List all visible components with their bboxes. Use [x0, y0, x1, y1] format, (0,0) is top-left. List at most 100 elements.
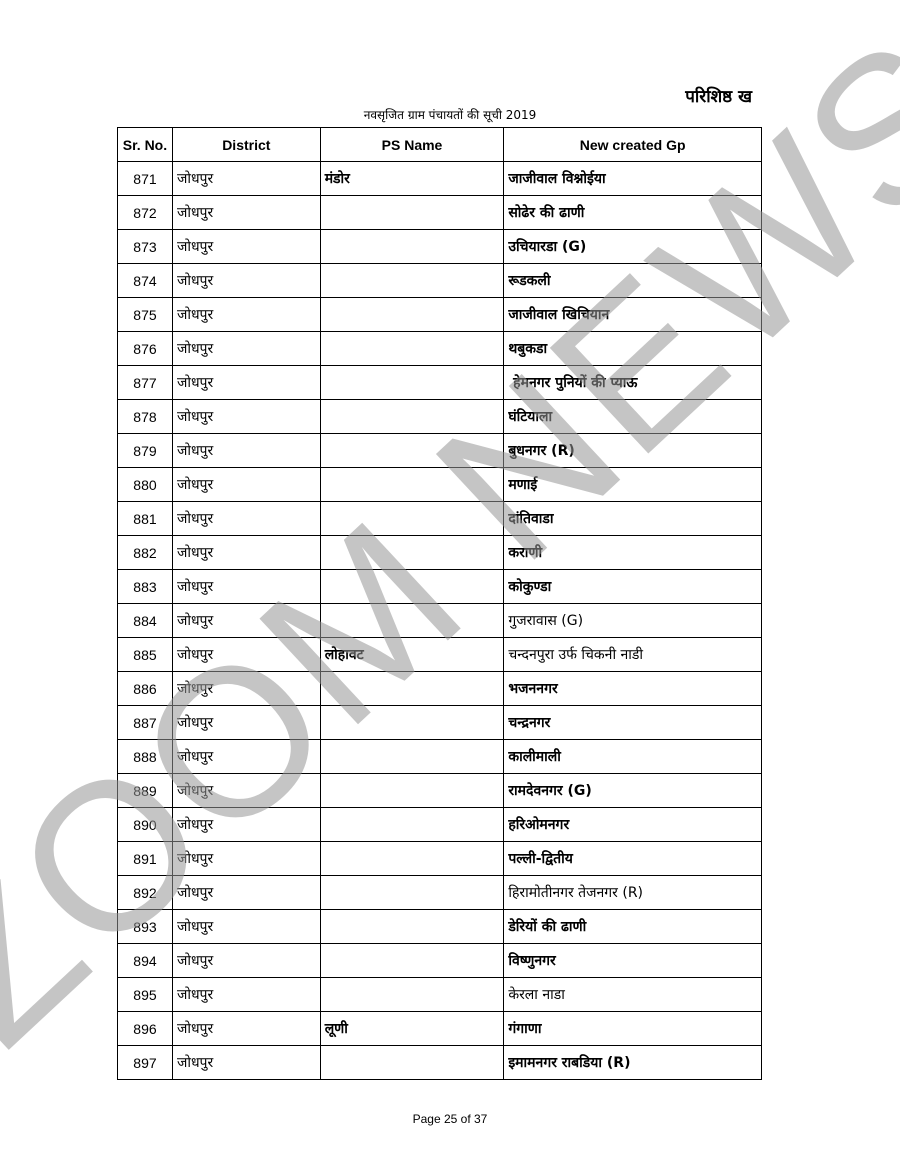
cell-sr-no: 882: [117, 535, 173, 570]
cell-ps-name: [319, 739, 505, 774]
gram-panchayat-table: Sr. No. District PS Name New created Gp …: [117, 127, 762, 1080]
cell-district: जोधपुर: [171, 467, 321, 502]
table-row: 881 जोधपुर दांतिवाडा: [117, 501, 762, 536]
cell-sr-no: 879: [117, 433, 173, 468]
cell-ps-name: [319, 875, 505, 910]
table-row: 896 जोधपुर लूणी गंगाणा: [117, 1011, 762, 1046]
appendix-label: परिशिष्ठ ख: [685, 87, 752, 107]
cell-ps-name: [319, 773, 505, 808]
table-row: 884 जोधपुर गुजरावास (G): [117, 603, 762, 638]
cell-new-gp: डेरियों की ढाणी: [503, 909, 762, 944]
table-row: 892 जोधपुर हिरामोतीनगर तेजनगर (R): [117, 875, 762, 910]
cell-district: जोधपुर: [171, 671, 321, 706]
table-header-row: Sr. No. District PS Name New created Gp: [117, 127, 762, 162]
cell-new-gp: हरिओमनगर: [503, 807, 762, 842]
cell-new-gp: विष्णुनगर: [503, 943, 762, 978]
cell-ps-name: [319, 535, 505, 570]
cell-sr-no: 881: [117, 501, 173, 536]
cell-sr-no: 893: [117, 909, 173, 944]
cell-ps-name: मंडोर: [319, 161, 505, 196]
cell-ps-name: [319, 399, 505, 434]
cell-sr-no: 871: [117, 161, 173, 196]
table-row: 872 जोधपुर सोढेर की ढाणी: [117, 195, 762, 230]
cell-sr-no: 885: [117, 637, 173, 672]
cell-district: जोधपुर: [171, 569, 321, 604]
table-row: 894 जोधपुर विष्णुनगर: [117, 943, 762, 978]
cell-district: जोधपुर: [171, 229, 321, 264]
cell-new-gp: कालीमाली: [503, 739, 762, 774]
cell-new-gp: बुधनगर (R): [503, 433, 762, 468]
cell-new-gp: जाजीवाल विश्नोईया: [503, 161, 762, 196]
cell-new-gp: घंटियाला: [503, 399, 762, 434]
cell-ps-name: [319, 1045, 505, 1080]
cell-ps-name: [319, 943, 505, 978]
table-row: 876 जोधपुर थबुकडा: [117, 331, 762, 366]
cell-district: जोधपुर: [171, 807, 321, 842]
page-number: Page 25 of 37: [412, 1112, 488, 1126]
table-row: 886 जोधपुर भजननगर: [117, 671, 762, 706]
cell-district: जोधपुर: [171, 705, 321, 740]
cell-district: जोधपुर: [171, 501, 321, 536]
cell-ps-name: [319, 671, 505, 706]
header-district: District: [171, 127, 321, 162]
table-row: 882 जोधपुर कराणी: [117, 535, 762, 570]
cell-new-gp: हेमनगर पुनियों की प्याऊ: [503, 365, 762, 400]
table-row: 891 जोधपुर पल्ली-द्वितीय: [117, 841, 762, 876]
cell-district: जोधपुर: [171, 399, 321, 434]
table-row: 877 जोधपुर हेमनगर पुनियों की प्याऊ: [117, 365, 762, 400]
cell-sr-no: 888: [117, 739, 173, 774]
cell-sr-no: 880: [117, 467, 173, 502]
cell-sr-no: 878: [117, 399, 173, 434]
cell-ps-name: [319, 467, 505, 502]
cell-sr-no: 875: [117, 297, 173, 332]
cell-sr-no: 890: [117, 807, 173, 842]
table-row: 893 जोधपुर डेरियों की ढाणी: [117, 909, 762, 944]
cell-sr-no: 876: [117, 331, 173, 366]
table-row: 878 जोधपुर घंटियाला: [117, 399, 762, 434]
cell-sr-no: 877: [117, 365, 173, 400]
cell-new-gp: रामदेवनगर (G): [503, 773, 762, 808]
cell-district: जोधपुर: [171, 297, 321, 332]
cell-new-gp: रूडकली: [503, 263, 762, 298]
cell-sr-no: 874: [117, 263, 173, 298]
cell-new-gp: चन्दनपुरा उर्फ चिकनी नाडी: [503, 637, 762, 672]
cell-district: जोधपुर: [171, 1045, 321, 1080]
cell-sr-no: 889: [117, 773, 173, 808]
cell-district: जोधपुर: [171, 739, 321, 774]
cell-district: जोधपुर: [171, 365, 321, 400]
table-row: 875 जोधपुर जाजीवाल खिचियान: [117, 297, 762, 332]
cell-district: जोधपुर: [171, 195, 321, 230]
cell-sr-no: 886: [117, 671, 173, 706]
cell-new-gp: हिरामोतीनगर तेजनगर (R): [503, 875, 762, 910]
table-row: 897 जोधपुर इमामनगर राबडिया (R): [117, 1045, 762, 1080]
cell-new-gp: थबुकडा: [503, 331, 762, 366]
cell-district: जोधपुर: [171, 875, 321, 910]
cell-sr-no: 872: [117, 195, 173, 230]
cell-ps-name: [319, 263, 505, 298]
cell-new-gp: मणाई: [503, 467, 762, 502]
cell-district: जोधपुर: [171, 943, 321, 978]
cell-district: जोधपुर: [171, 909, 321, 944]
table-row: 879 जोधपुर बुधनगर (R): [117, 433, 762, 468]
table-row: 873 जोधपुर उचियारडा (G): [117, 229, 762, 264]
cell-ps-name: [319, 569, 505, 604]
cell-new-gp: केरला नाडा: [503, 977, 762, 1012]
cell-district: जोधपुर: [171, 263, 321, 298]
cell-sr-no: 897: [117, 1045, 173, 1080]
cell-sr-no: 883: [117, 569, 173, 604]
cell-sr-no: 873: [117, 229, 173, 264]
cell-sr-no: 894: [117, 943, 173, 978]
cell-ps-name: [319, 603, 505, 638]
cell-new-gp: चन्द्रनगर: [503, 705, 762, 740]
table-row: 874 जोधपुर रूडकली: [117, 263, 762, 298]
table-row: 890 जोधपुर हरिओमनगर: [117, 807, 762, 842]
cell-ps-name: [319, 229, 505, 264]
cell-ps-name: [319, 977, 505, 1012]
cell-sr-no: 891: [117, 841, 173, 876]
cell-new-gp: दांतिवाडा: [503, 501, 762, 536]
table-row: 889 जोधपुर रामदेवनगर (G): [117, 773, 762, 808]
cell-sr-no: 895: [117, 977, 173, 1012]
cell-district: जोधपुर: [171, 977, 321, 1012]
cell-new-gp: इमामनगर राबडिया (R): [503, 1045, 762, 1080]
cell-ps-name: [319, 433, 505, 468]
